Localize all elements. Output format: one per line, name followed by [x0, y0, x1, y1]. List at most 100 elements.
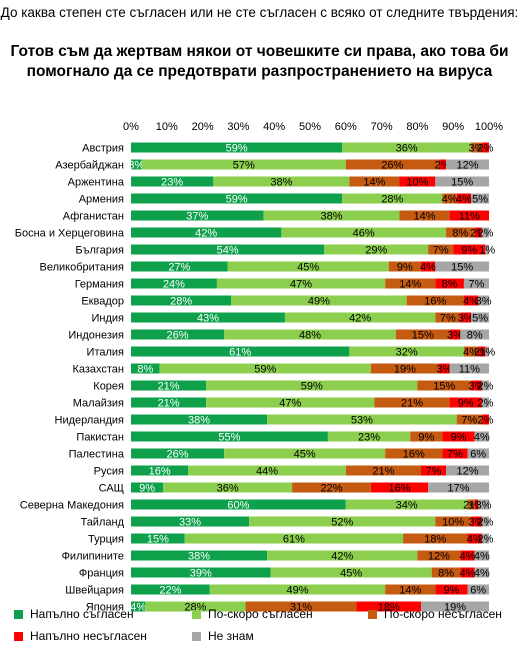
data-label: 26%	[167, 449, 189, 461]
bar-segment	[435, 584, 468, 595]
data-label: 39%	[190, 568, 212, 580]
data-label: 3%	[447, 330, 463, 342]
bar-segment	[131, 601, 146, 612]
legend-swatch	[14, 632, 23, 641]
bar-segment	[442, 193, 457, 204]
bar-segment	[435, 261, 489, 272]
category-label: Индия	[91, 313, 124, 325]
bar-segment	[474, 567, 489, 578]
data-label: 3%	[476, 500, 492, 512]
bar-segment	[399, 176, 436, 187]
bar-segment	[471, 380, 482, 391]
category-label: Индонезия	[68, 330, 124, 342]
bar-segment	[417, 380, 472, 391]
data-label: 11%	[459, 364, 480, 376]
data-label: 2%	[477, 415, 493, 427]
bar-segment	[471, 142, 482, 153]
bar-segment	[131, 499, 346, 510]
bar-segment	[141, 159, 346, 170]
bar-segment	[131, 431, 328, 442]
data-label: 10%	[442, 517, 464, 529]
data-label: 36%	[217, 483, 239, 495]
bar-segment	[481, 227, 489, 238]
bar-segment	[438, 159, 447, 170]
data-label: 3%	[469, 381, 485, 393]
bar-segment	[131, 516, 250, 527]
data-label: 8%	[452, 228, 468, 240]
bar-segment	[456, 193, 472, 204]
bar-segment	[184, 533, 404, 544]
category-label: Швейцария	[65, 585, 124, 597]
data-label: 9%	[461, 245, 477, 257]
bar-segment	[131, 584, 210, 595]
data-label: 53%	[351, 415, 373, 427]
data-label: 47%	[279, 398, 301, 410]
data-label: 21%	[158, 398, 180, 410]
bar-segment	[420, 601, 489, 612]
data-label: 16%	[424, 296, 446, 308]
data-label: 16%	[388, 483, 410, 495]
data-label: 2%	[477, 398, 493, 410]
bar-segment	[345, 499, 468, 510]
bar-segment	[131, 176, 214, 187]
bar-segment	[131, 448, 225, 459]
category-label: Франция	[79, 568, 124, 580]
bar-segment	[342, 142, 472, 153]
bar-segment	[449, 329, 461, 340]
category-label: Великобритания	[40, 262, 125, 274]
bar-segment	[435, 312, 461, 323]
bar-segment	[460, 312, 472, 323]
legend-label: Не знам	[208, 629, 254, 643]
bar-segment	[159, 363, 371, 374]
bar-segment	[485, 244, 489, 255]
category-label: САЩ	[99, 483, 124, 495]
data-label: 4%	[474, 568, 490, 580]
bar-segment	[131, 346, 350, 357]
x-tick-label: 80%	[406, 121, 428, 133]
bar-segment	[385, 448, 443, 459]
bar-segment	[481, 380, 489, 391]
data-label: 12%	[457, 466, 479, 478]
bar-segment	[474, 227, 482, 238]
bar-segment	[478, 346, 486, 357]
data-label: 38%	[188, 551, 210, 563]
bar-segment	[428, 244, 454, 255]
data-label: 4%	[463, 296, 479, 308]
x-tick-label: 70%	[371, 121, 393, 133]
data-label: 45%	[340, 568, 362, 580]
legend-label: Напълно несъгласен	[30, 629, 147, 643]
category-label: Русия	[94, 466, 124, 478]
bar-segment	[227, 261, 389, 272]
data-label: 43%	[197, 313, 219, 325]
bar-segment	[467, 448, 489, 459]
legend-swatch	[192, 610, 201, 619]
data-label: 27%	[168, 262, 190, 274]
bar-segment	[349, 346, 464, 357]
bar-segment	[388, 261, 421, 272]
data-label: 18%	[378, 602, 400, 614]
data-label: 9%	[451, 432, 467, 444]
data-label: 54%	[217, 245, 239, 257]
x-tick-label: 50%	[299, 121, 321, 133]
data-label: 2%	[477, 534, 493, 546]
data-label: 7%	[433, 245, 449, 257]
bar-segment	[460, 550, 475, 561]
category-label: Аржентина	[68, 177, 125, 189]
bar-segment	[442, 448, 468, 459]
data-label: 4%	[474, 432, 490, 444]
bar-segment	[131, 397, 207, 408]
bar-segment	[463, 295, 479, 306]
bar-segment	[370, 363, 439, 374]
data-label: 22%	[159, 585, 181, 597]
category-label: Палестина	[69, 449, 125, 461]
bar-segment	[481, 533, 489, 544]
data-label: 60%	[227, 500, 249, 512]
bar-segment	[370, 482, 429, 493]
data-label: 49%	[308, 296, 330, 308]
bar-segment	[442, 431, 475, 442]
bar-segment	[467, 533, 482, 544]
data-label: 38%	[270, 177, 292, 189]
bar-segment	[209, 584, 386, 595]
bar-segment	[131, 414, 268, 425]
data-label: 48%	[299, 330, 321, 342]
